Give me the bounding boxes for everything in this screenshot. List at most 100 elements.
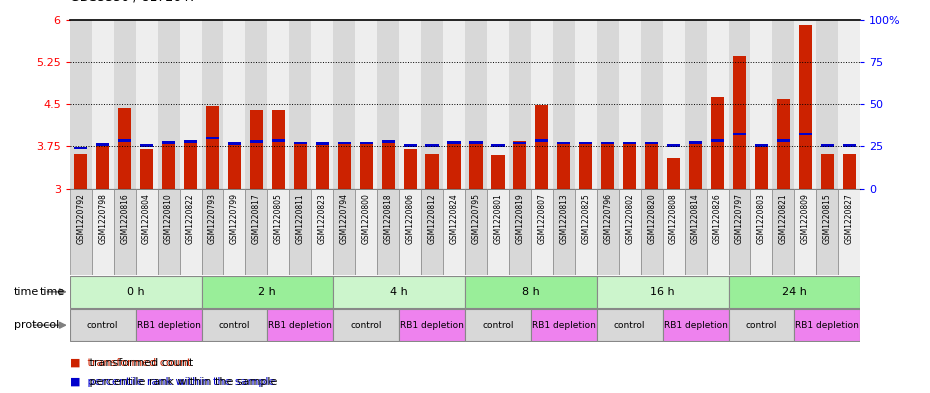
Text: GSM1220802: GSM1220802: [625, 193, 634, 244]
Bar: [662, 20, 684, 189]
Text: 8 h: 8 h: [522, 287, 539, 297]
Bar: [184, 141, 197, 189]
Bar: [113, 189, 136, 275]
Text: GSM1220798: GSM1220798: [99, 193, 107, 244]
Bar: [509, 20, 531, 189]
Bar: [689, 141, 702, 144]
Bar: [597, 309, 662, 341]
Bar: [140, 144, 153, 147]
Bar: [777, 139, 790, 141]
Bar: [74, 147, 87, 149]
Bar: [728, 276, 860, 308]
Text: 24 h: 24 h: [782, 287, 807, 297]
Text: percentile rank within the sample: percentile rank within the sample: [86, 377, 278, 387]
Bar: [179, 20, 202, 189]
Text: GSM1220812: GSM1220812: [428, 193, 436, 244]
Text: 2 h: 2 h: [259, 287, 276, 297]
Bar: [70, 276, 202, 308]
Bar: [623, 141, 636, 144]
Bar: [536, 139, 549, 141]
Text: GSM1220820: GSM1220820: [647, 193, 657, 244]
Text: transformed count: transformed count: [86, 358, 193, 367]
Bar: [465, 20, 487, 189]
Bar: [162, 142, 175, 189]
Text: RB1 depletion: RB1 depletion: [795, 321, 859, 330]
Bar: [267, 20, 289, 189]
Bar: [794, 20, 817, 189]
Bar: [728, 20, 751, 189]
Bar: [465, 309, 531, 341]
Bar: [601, 143, 615, 189]
Text: GSM1220795: GSM1220795: [472, 193, 481, 244]
Bar: [96, 145, 109, 189]
Bar: [267, 189, 289, 275]
Bar: [579, 143, 592, 189]
Text: 16 h: 16 h: [650, 287, 675, 297]
Bar: [92, 20, 113, 189]
Bar: [618, 20, 641, 189]
Bar: [404, 144, 417, 147]
Text: GSM1220825: GSM1220825: [581, 193, 591, 244]
Bar: [447, 141, 460, 144]
Bar: [773, 189, 794, 275]
Bar: [536, 105, 549, 189]
Bar: [531, 20, 552, 189]
Bar: [794, 309, 860, 341]
Bar: [684, 20, 707, 189]
Bar: [641, 189, 662, 275]
Bar: [333, 189, 355, 275]
Text: 4 h: 4 h: [391, 287, 408, 297]
Bar: [289, 189, 312, 275]
Bar: [250, 110, 263, 189]
Bar: [312, 189, 333, 275]
Bar: [118, 108, 131, 189]
Text: GSM1220816: GSM1220816: [120, 193, 129, 244]
Text: GSM1220806: GSM1220806: [405, 193, 415, 244]
Text: GSM1220811: GSM1220811: [296, 193, 305, 244]
Text: GSM1220822: GSM1220822: [186, 193, 195, 244]
Bar: [381, 141, 394, 189]
Bar: [228, 142, 241, 145]
Text: GSM1220794: GSM1220794: [339, 193, 349, 244]
Bar: [465, 276, 597, 308]
Bar: [157, 20, 179, 189]
Bar: [355, 189, 378, 275]
Text: GSM1220805: GSM1220805: [273, 193, 283, 244]
Bar: [817, 189, 838, 275]
Bar: [184, 140, 197, 143]
Text: GSM1220815: GSM1220815: [823, 193, 831, 244]
Bar: [531, 189, 552, 275]
Bar: [399, 189, 421, 275]
Bar: [777, 99, 790, 189]
Bar: [360, 141, 373, 144]
Bar: [294, 143, 307, 189]
Bar: [689, 143, 702, 189]
Text: GSM1220818: GSM1220818: [384, 193, 392, 244]
Text: GSM1220827: GSM1220827: [844, 193, 854, 244]
Bar: [246, 189, 267, 275]
Bar: [202, 309, 267, 341]
Bar: [250, 140, 263, 143]
Text: GSM1220823: GSM1220823: [318, 193, 326, 244]
Bar: [645, 141, 658, 144]
Bar: [470, 141, 483, 189]
Bar: [843, 154, 856, 189]
Bar: [645, 143, 658, 189]
Bar: [162, 141, 175, 144]
Bar: [202, 276, 333, 308]
Text: GSM1220826: GSM1220826: [713, 193, 722, 244]
Bar: [338, 141, 351, 144]
Bar: [465, 189, 487, 275]
Bar: [711, 139, 724, 141]
Bar: [799, 132, 812, 136]
Bar: [623, 143, 636, 189]
Text: control: control: [482, 321, 513, 330]
Bar: [378, 20, 399, 189]
Text: ■  percentile rank within the sample: ■ percentile rank within the sample: [70, 377, 275, 387]
Text: GDS5350 / 8172647: GDS5350 / 8172647: [70, 0, 197, 4]
Bar: [579, 141, 592, 144]
Bar: [728, 309, 794, 341]
Bar: [338, 143, 351, 189]
Bar: [381, 140, 394, 143]
Bar: [179, 189, 202, 275]
